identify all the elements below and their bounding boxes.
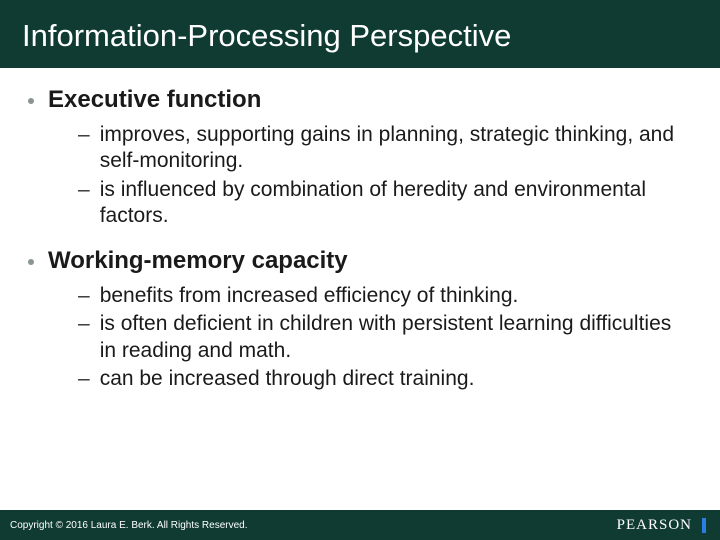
dash-icon: – xyxy=(78,177,90,203)
sub-item: – benefits from increased efficiency of … xyxy=(78,283,692,309)
bullet-item: Working-memory capacity xyxy=(28,247,692,275)
bullet-dot-icon xyxy=(28,98,34,104)
dash-icon: – xyxy=(78,122,90,148)
brand-logo: PEARSON xyxy=(617,517,706,534)
sub-item: – can be increased through direct traini… xyxy=(78,366,692,392)
sub-text: can be increased through direct training… xyxy=(100,366,475,392)
dash-icon: – xyxy=(78,366,90,392)
sub-text: improves, supporting gains in planning, … xyxy=(100,122,692,175)
sub-text: is influenced by combination of heredity… xyxy=(100,177,692,230)
bullet-item: Executive function xyxy=(28,86,692,114)
sub-text: is often deficient in children with pers… xyxy=(100,311,692,364)
dash-icon: – xyxy=(78,311,90,337)
brand-text: PEARSON xyxy=(617,517,692,534)
dash-icon: – xyxy=(78,283,90,309)
sub-item: – improves, supporting gains in planning… xyxy=(78,122,692,175)
bullet-dot-icon xyxy=(28,259,34,265)
bullet-heading: Executive function xyxy=(48,86,261,114)
footer-bar: Copyright © 2016 Laura E. Berk. All Righ… xyxy=(0,510,720,540)
sub-list: – benefits from increased efficiency of … xyxy=(78,283,692,392)
sub-item: – is often deficient in children with pe… xyxy=(78,311,692,364)
slide-content: Executive function – improves, supportin… xyxy=(0,68,720,392)
sub-list: – improves, supporting gains in planning… xyxy=(78,122,692,229)
copyright-text: Copyright © 2016 Laura E. Berk. All Righ… xyxy=(10,520,248,531)
sub-item: – is influenced by combination of heredi… xyxy=(78,177,692,230)
slide-title: Information-Processing Perspective xyxy=(22,18,720,54)
title-bar: Information-Processing Perspective xyxy=(0,0,720,68)
bullet-heading: Working-memory capacity xyxy=(48,247,348,275)
sub-text: benefits from increased efficiency of th… xyxy=(100,283,519,309)
brand-accent-icon xyxy=(702,518,706,533)
